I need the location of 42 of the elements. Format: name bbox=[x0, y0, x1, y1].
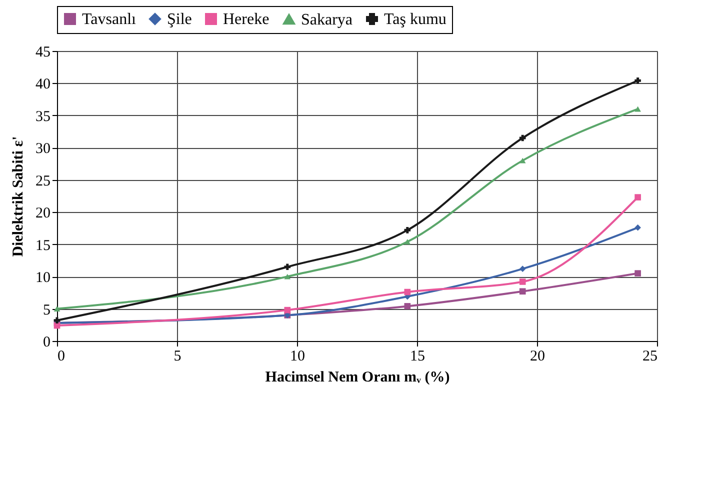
point bbox=[634, 194, 641, 200]
x-axis-title: Hacimsel Nem Oranı mᵥ (%) bbox=[265, 370, 450, 386]
y-tick-label: 20 bbox=[36, 206, 50, 222]
point bbox=[54, 317, 60, 324]
point bbox=[519, 266, 526, 272]
point bbox=[54, 306, 60, 312]
point bbox=[404, 239, 411, 244]
legend-label: Tavsanlı bbox=[82, 11, 137, 28]
y-tick-label: 15 bbox=[36, 238, 50, 254]
point bbox=[284, 264, 291, 270]
x-tick-label: 5 bbox=[174, 348, 182, 364]
y-tick-label: 40 bbox=[36, 76, 50, 93]
point bbox=[519, 288, 526, 295]
y-tick-label: 10 bbox=[36, 270, 50, 286]
point bbox=[519, 134, 526, 142]
y-tick-label: 30 bbox=[36, 141, 50, 158]
point bbox=[634, 224, 641, 231]
y-tick-label: 0 bbox=[43, 334, 50, 350]
point bbox=[634, 270, 641, 276]
y-tick-label: 35 bbox=[36, 108, 50, 125]
point bbox=[404, 303, 411, 310]
legend-label: Hereke bbox=[223, 11, 270, 28]
legend-label: Şile bbox=[167, 11, 192, 28]
y-axis-title: Dielektrik Sabiti ε' bbox=[10, 136, 26, 257]
x-tick-label: 20 bbox=[530, 348, 545, 364]
point bbox=[634, 77, 641, 84]
legend-label: Taş kumu bbox=[384, 11, 446, 28]
x-tick-label: 15 bbox=[410, 348, 425, 364]
y-tick-label: 45 bbox=[36, 44, 50, 60]
y-tick-label: 25 bbox=[36, 173, 50, 190]
point bbox=[284, 274, 291, 280]
legend-label: Sakarya bbox=[301, 11, 353, 28]
point bbox=[404, 226, 411, 234]
x-tick-label: 0 bbox=[58, 348, 65, 364]
point bbox=[519, 158, 526, 164]
x-tick-label: 25 bbox=[642, 348, 658, 364]
point bbox=[634, 106, 641, 112]
point bbox=[404, 288, 411, 296]
x-tick-label: 10 bbox=[290, 348, 305, 364]
y-tick-label: 5 bbox=[43, 302, 50, 318]
point bbox=[284, 306, 291, 314]
point bbox=[519, 278, 526, 285]
